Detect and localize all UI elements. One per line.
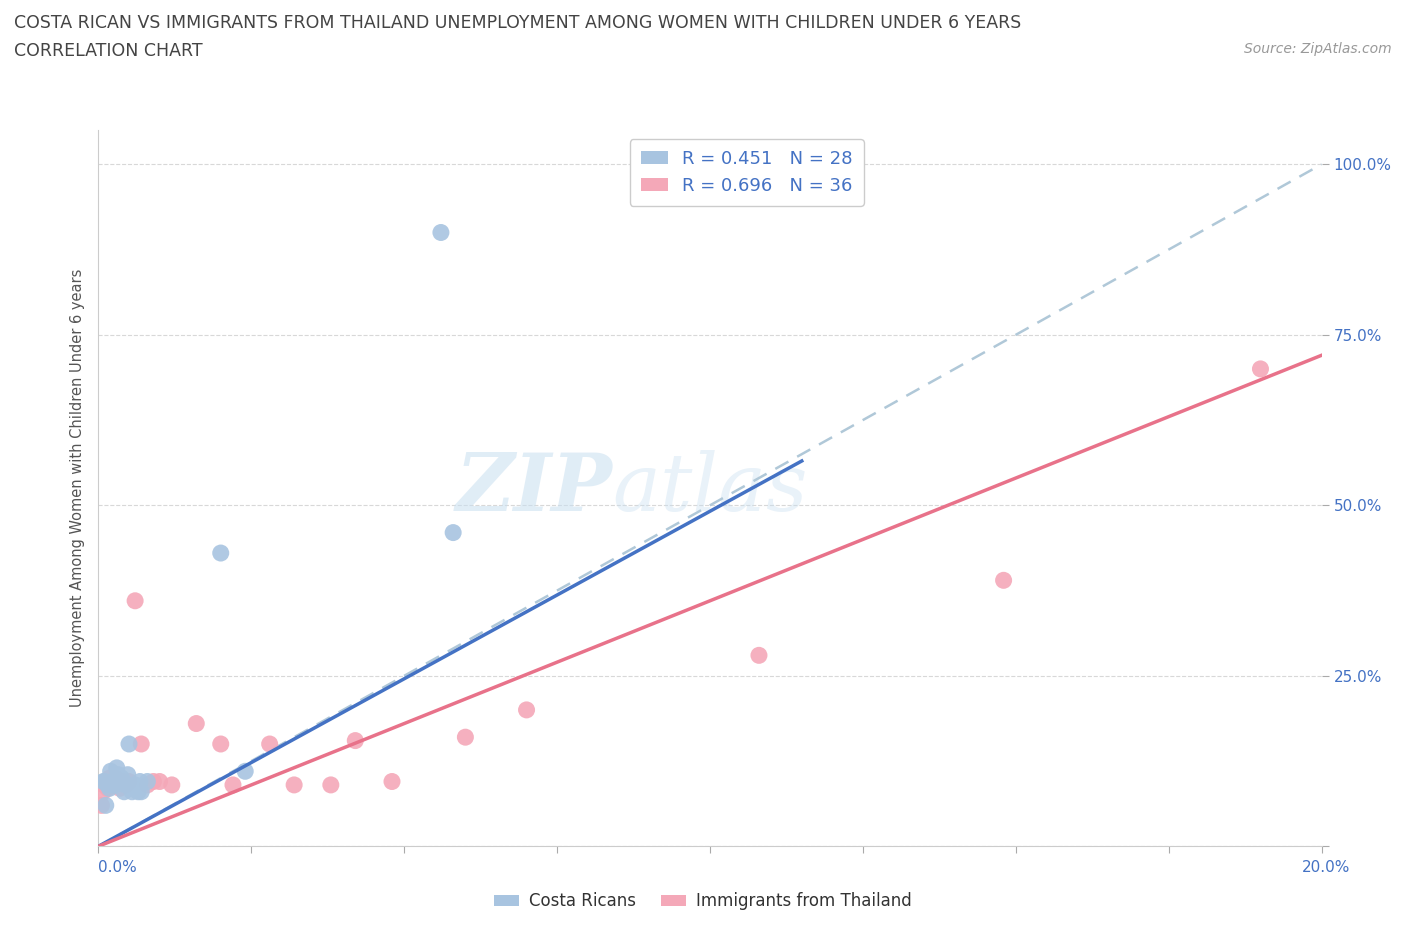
Text: ZIP: ZIP — [456, 449, 612, 527]
Point — [101, 774, 124, 789]
Point — [94, 774, 117, 789]
Point — [107, 777, 129, 792]
Point — [98, 781, 121, 796]
Point — [160, 777, 183, 792]
Point — [115, 777, 138, 792]
Point — [121, 784, 143, 799]
Point — [118, 737, 141, 751]
Point — [441, 525, 464, 540]
Text: 0.0%: 0.0% — [98, 860, 138, 875]
Point — [93, 774, 115, 789]
Point — [124, 593, 146, 608]
Point — [107, 767, 129, 782]
Text: COSTA RICAN VS IMMIGRANTS FROM THAILAND UNEMPLOYMENT AMONG WOMEN WITH CHILDREN U: COSTA RICAN VS IMMIGRANTS FROM THAILAND … — [14, 14, 1021, 32]
Point — [136, 777, 159, 792]
Point — [259, 737, 281, 751]
Point — [111, 771, 134, 786]
Point — [209, 546, 232, 561]
Point — [381, 774, 404, 789]
Point — [142, 774, 165, 789]
Point — [993, 573, 1015, 588]
Point — [129, 774, 152, 789]
Text: 20.0%: 20.0% — [1302, 860, 1350, 875]
Point — [93, 777, 115, 792]
Point — [111, 774, 134, 789]
Point — [344, 733, 367, 748]
Point — [105, 774, 128, 789]
Point — [186, 716, 208, 731]
Point — [105, 761, 128, 776]
Point — [104, 771, 127, 786]
Point — [233, 764, 256, 778]
Point — [103, 777, 125, 792]
Point — [124, 777, 146, 792]
Point — [222, 777, 245, 792]
Y-axis label: Unemployment Among Women with Children Under 6 years: Unemployment Among Women with Children U… — [69, 269, 84, 708]
Point — [149, 774, 172, 789]
Point — [748, 648, 770, 663]
Legend: R = 0.451   N = 28, R = 0.696   N = 36: R = 0.451 N = 28, R = 0.696 N = 36 — [630, 140, 863, 206]
Legend: Costa Ricans, Immigrants from Thailand: Costa Ricans, Immigrants from Thailand — [488, 885, 918, 917]
Point — [209, 737, 232, 751]
Point — [454, 730, 477, 745]
Point — [136, 774, 159, 789]
Point — [91, 784, 114, 799]
Point — [115, 777, 138, 792]
Point — [127, 784, 149, 799]
Point — [117, 767, 139, 782]
Point — [129, 737, 152, 751]
Point — [100, 774, 122, 789]
Point — [319, 777, 342, 792]
Point — [1249, 362, 1271, 377]
Text: atlas: atlas — [612, 449, 807, 527]
Point — [111, 774, 134, 789]
Point — [98, 771, 121, 786]
Point — [516, 702, 538, 717]
Point — [108, 781, 131, 796]
Point — [97, 781, 120, 796]
Point — [129, 784, 152, 799]
Point — [111, 774, 134, 789]
Point — [97, 777, 120, 792]
Point — [118, 774, 141, 789]
Point — [283, 777, 305, 792]
Point — [108, 774, 131, 789]
Point — [90, 798, 112, 813]
Point — [430, 225, 453, 240]
Point — [104, 777, 127, 792]
Point — [112, 784, 135, 799]
Point — [103, 774, 125, 789]
Point — [91, 774, 114, 789]
Text: CORRELATION CHART: CORRELATION CHART — [14, 42, 202, 60]
Point — [100, 764, 122, 778]
Point — [101, 777, 124, 792]
Point — [94, 798, 117, 813]
Text: Source: ZipAtlas.com: Source: ZipAtlas.com — [1244, 42, 1392, 56]
